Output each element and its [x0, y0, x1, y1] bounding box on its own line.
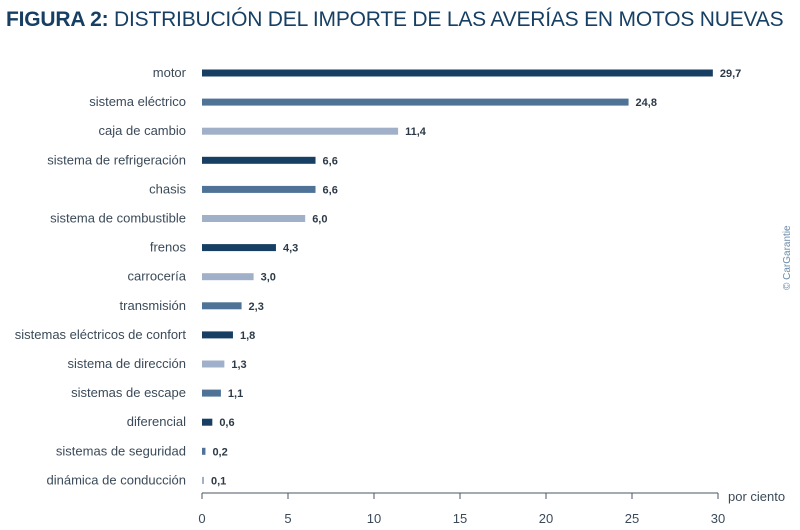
- bar: [202, 127, 399, 135]
- value-label: 4,3: [283, 243, 298, 255]
- category-label: diferencial: [127, 414, 186, 429]
- bar: [202, 331, 233, 339]
- value-label: 3,0: [261, 272, 276, 284]
- bar: [202, 360, 225, 368]
- value-label: 6,6: [323, 155, 338, 167]
- x-tick-label: 30: [711, 511, 725, 526]
- chart-title: FIGURA 2: DISTRIBUCIÓN DEL IMPORTE DE LA…: [6, 8, 784, 32]
- value-label: 2,3: [249, 301, 264, 313]
- bar: [202, 69, 713, 77]
- value-label: 6,6: [323, 184, 338, 196]
- value-label: 1,8: [240, 330, 255, 342]
- bar: [202, 302, 242, 310]
- category-label: dinámica de conducción: [47, 472, 186, 487]
- title-text: DISTRIBUCIÓN DEL IMPORTE DE LAS AVERÍAS …: [108, 8, 784, 31]
- value-label: 0,2: [212, 446, 227, 458]
- value-label: 6,0: [312, 214, 327, 226]
- value-label: 24,8: [636, 97, 657, 109]
- category-label: sistema de dirección: [68, 356, 187, 371]
- bar: [202, 244, 276, 252]
- bar: [202, 98, 629, 106]
- bar: [202, 273, 254, 281]
- value-label: 29,7: [720, 68, 741, 80]
- x-tick-label: 25: [625, 511, 639, 526]
- category-label: sistemas de escape: [71, 385, 186, 400]
- category-label: sistema de combustible: [50, 211, 186, 226]
- category-label: sistemas eléctricos de confort: [15, 327, 187, 342]
- category-label: motor: [153, 65, 187, 80]
- category-label: sistema de refrigeración: [47, 152, 186, 167]
- x-tick-label: 10: [367, 511, 381, 526]
- x-tick-label: 15: [453, 511, 467, 526]
- value-label: 11,4: [405, 126, 427, 138]
- x-tick-label: 5: [284, 511, 291, 526]
- copyright-credit: © CarGarantie: [782, 225, 793, 290]
- bar: [202, 447, 206, 455]
- value-label: 1,3: [231, 359, 246, 371]
- category-label: frenos: [150, 240, 187, 255]
- category-label: sistemas de seguridad: [56, 443, 186, 458]
- value-label: 0,1: [211, 475, 226, 487]
- category-label: caja de cambio: [99, 123, 186, 138]
- bar: [202, 418, 213, 426]
- bar: [202, 156, 316, 164]
- bar: [202, 185, 316, 193]
- bar: [202, 476, 204, 484]
- value-label: 1,1: [228, 388, 243, 400]
- category-label: chasis: [149, 181, 186, 196]
- value-label: 0,6: [219, 417, 234, 429]
- figure-number: FIGURA 2:: [6, 8, 109, 31]
- bar: [202, 215, 306, 222]
- category-label: sistema eléctrico: [89, 94, 186, 109]
- x-tick-label: 20: [539, 511, 553, 526]
- bar: [202, 389, 221, 397]
- x-axis-unit-label: por ciento: [728, 489, 785, 504]
- category-label: carrocería: [127, 269, 186, 284]
- x-tick-label: 0: [198, 511, 205, 526]
- category-label: transmisión: [120, 298, 186, 313]
